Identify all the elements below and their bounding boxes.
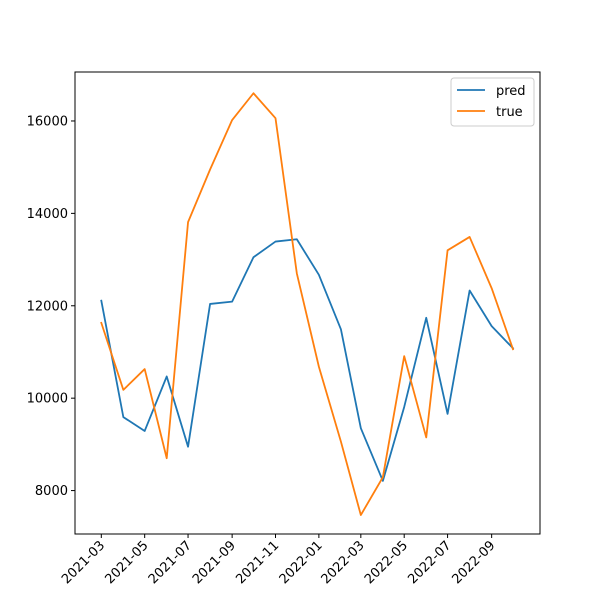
y-tick-label: 14000 — [27, 207, 68, 222]
y-tick-label: 10000 — [27, 392, 68, 407]
series-line-pred — [100, 238, 515, 482]
legend-label-true: true — [496, 105, 523, 120]
y-axis: 8000 10000 12000 14000 16000 — [27, 114, 75, 499]
series-layer — [100, 92, 515, 516]
legend: pred true — [450, 77, 535, 127]
plot-frame — [74, 71, 541, 535]
legend-label-pred: pred — [496, 84, 526, 99]
y-tick-label: 8000 — [35, 484, 68, 499]
y-tick-label: 16000 — [27, 114, 68, 129]
y-tick-label: 12000 — [27, 299, 68, 314]
series-line-true — [100, 92, 515, 516]
